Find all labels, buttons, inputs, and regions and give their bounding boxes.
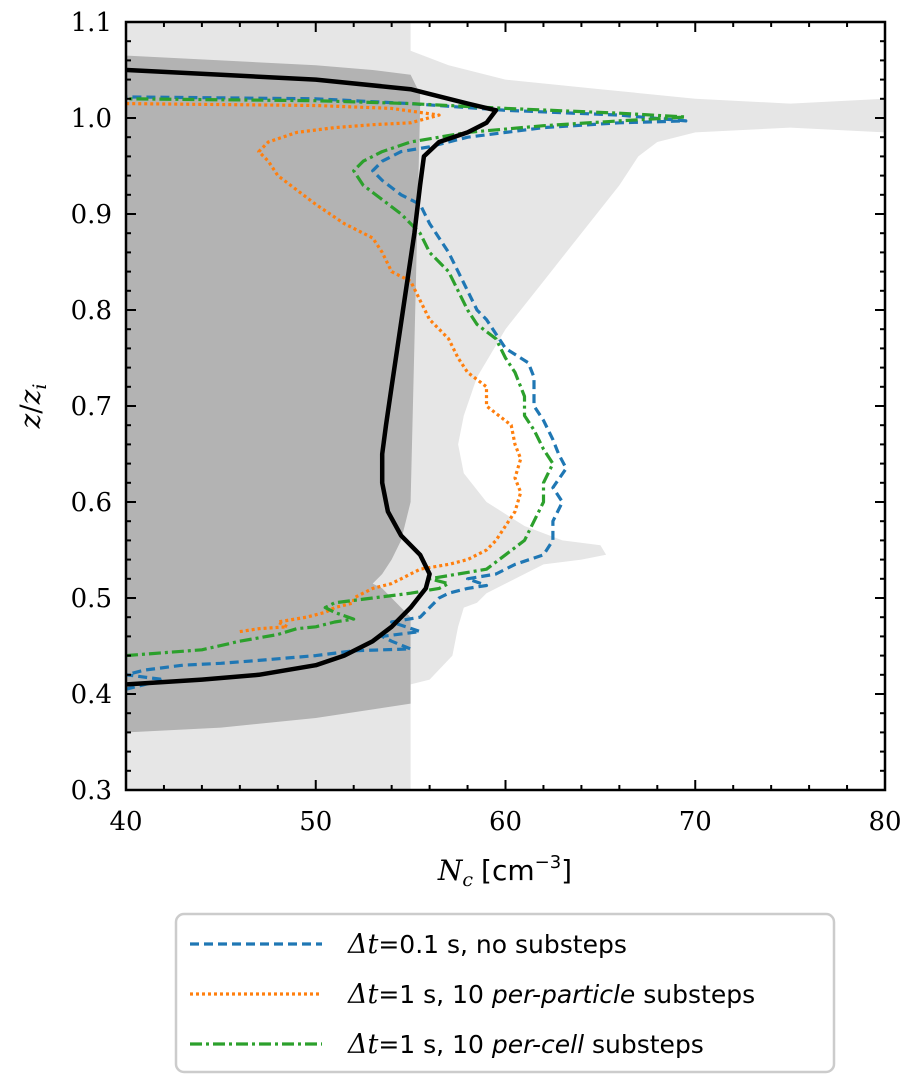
y-tick-label: 1.1	[71, 8, 112, 38]
uncertainty-bands	[126, 22, 885, 790]
x-tick-label: 70	[679, 807, 712, 837]
y-axis-label: z/zi	[14, 383, 51, 429]
x-tick-label: 80	[868, 807, 901, 837]
axis-ticks	[125, 21, 886, 791]
y-tick-label: 0.6	[71, 488, 112, 518]
x-tick-label: 50	[299, 807, 332, 837]
y-tick-label: 0.7	[71, 392, 112, 422]
series-line-1	[126, 95, 688, 691]
reference-line	[126, 67, 499, 687]
legend-entry-2: Δt=1 s, 10 per-particle substeps	[347, 979, 755, 1010]
x-tick-label: 40	[109, 807, 142, 837]
legend-box	[174, 912, 836, 1074]
legend: Δt=0.1 s, no substeps Δt=1 s, 10 per-par…	[174, 912, 836, 1074]
x-tick-labels: 40 50 60 70 80	[109, 807, 901, 837]
y-tick-label: 0.5	[71, 584, 112, 614]
series-lines	[126, 67, 688, 691]
legend-entry-1: Δt=0.1 s, no substeps	[347, 929, 627, 960]
y-tick-label: 0.8	[71, 296, 112, 326]
series-line-3	[126, 97, 688, 658]
y-tick-label: 0.9	[71, 200, 112, 230]
spread-band-dark	[126, 55, 421, 733]
legend-entry-3: Δt=1 s, 10 per-cell substeps	[347, 1029, 704, 1060]
x-tick-label: 60	[489, 807, 522, 837]
x-axis-label: Nc [cm−3]	[437, 852, 572, 891]
y-tick-label: 0.4	[71, 680, 112, 710]
y-tick-labels: 0.3 0.4 0.5 0.6 0.7 0.8 0.9 1.0 1.1	[71, 8, 112, 806]
y-tick-label: 0.3	[71, 776, 112, 806]
y-tick-label: 1.0	[71, 104, 112, 134]
